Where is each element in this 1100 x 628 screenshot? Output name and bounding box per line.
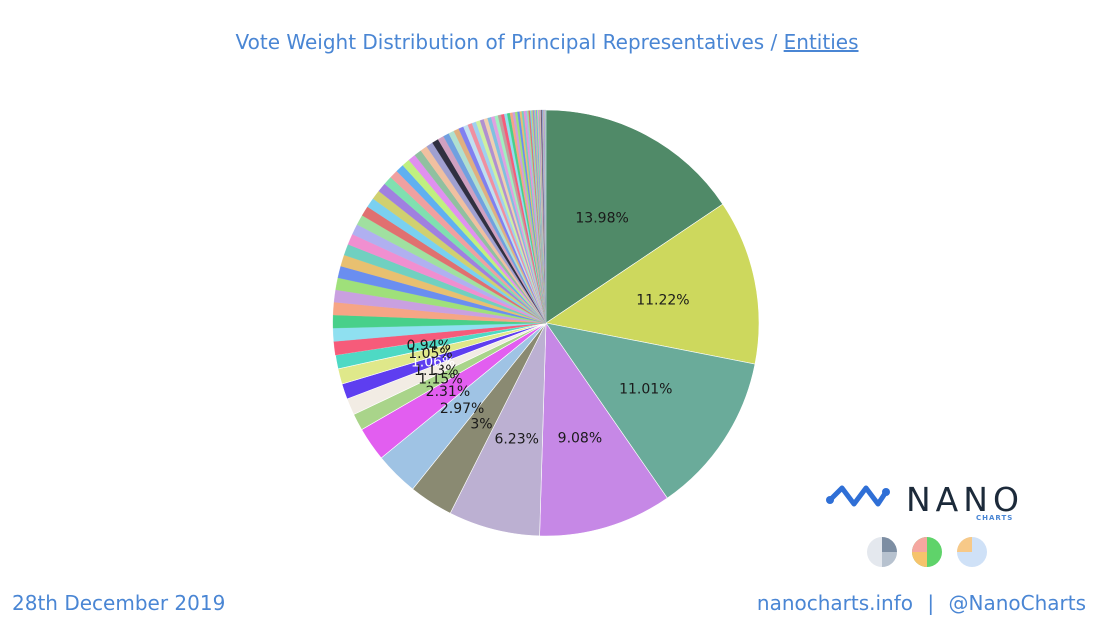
site-link[interactable]: nanocharts.info: [756, 591, 914, 615]
nano-logo-icon: [826, 485, 890, 507]
pie-slice-label: 0.94%: [406, 338, 450, 354]
pie-slice-label: 6.23%: [494, 432, 538, 448]
pie-slice[interactable]: [545, 203, 760, 365]
footer-separator: |: [927, 591, 935, 615]
pie-slice-label: 13.98%: [575, 211, 628, 227]
pie-slice-label: 1.06%: [411, 354, 455, 370]
logo-wordmark: NANO: [906, 480, 1024, 519]
pie-slice[interactable]: [545, 109, 724, 324]
pie-labels: 13.98% 11.22% 11.01% 9.08% 6.23%3%2.97%2.31%…: [406, 211, 689, 448]
twitter-handle-link[interactable]: @NanoCharts: [948, 591, 1086, 615]
entities-link[interactable]: Entities: [783, 30, 859, 54]
pie-slice-label: 1.15%: [418, 372, 462, 388]
pie-slice-label: 11.01%: [619, 381, 672, 397]
footer-links: nanocharts.info | @NanoCharts: [757, 591, 1086, 615]
pie-slice-label: 2.31%: [426, 384, 470, 400]
chart-title: Vote Weight Distribution of Principal Re…: [0, 30, 1094, 54]
pie-slice-label: 11.22%: [636, 292, 689, 308]
pie-slice-label: 1.05%: [408, 346, 452, 362]
pie-icon-gray[interactable]: [867, 537, 897, 567]
pie-slice-label: 1.13%: [414, 363, 458, 379]
logo-subtext: CHARTS: [976, 514, 1014, 522]
pie-slice-label: 9.08%: [558, 430, 602, 446]
pie-slice[interactable]: [539, 322, 668, 537]
chart-title-text: Vote Weight Distribution of Principal Re…: [235, 30, 784, 54]
pie-icon-blue[interactable]: [957, 537, 987, 567]
pie-icon-green[interactable]: [912, 537, 942, 567]
mini-chart-icons: [867, 537, 987, 567]
pie-slice[interactable]: [545, 322, 756, 499]
chart-date: 28th December 2019: [12, 591, 226, 615]
pie-slice-label: 2.97%: [440, 401, 484, 417]
pie-slices: [332, 109, 760, 537]
pie-slice-label: 3%: [470, 416, 492, 432]
